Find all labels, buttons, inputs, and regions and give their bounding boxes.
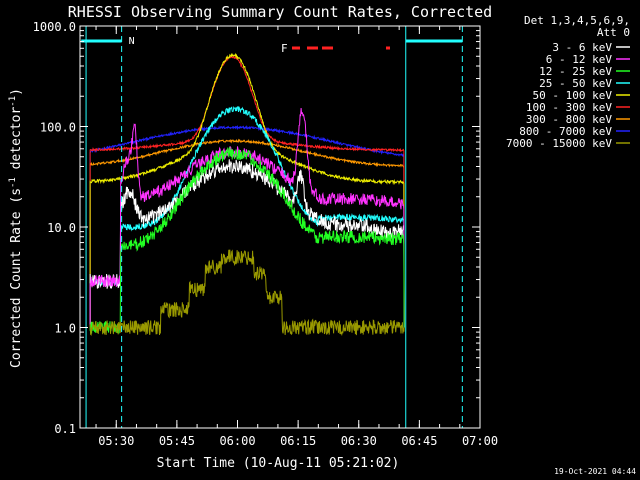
series-line bbox=[89, 105, 405, 328]
flare-flag-label: F bbox=[281, 42, 288, 55]
series-line bbox=[89, 249, 405, 337]
legend-entry: 7000 - 15000 keV bbox=[506, 137, 612, 150]
chart-title: RHESSI Observing Summary Count Rates, Co… bbox=[68, 3, 492, 21]
series-layer bbox=[89, 52, 405, 337]
x-tick-label: 06:45 bbox=[401, 434, 437, 448]
legend-attenuator: Att 0 bbox=[597, 26, 630, 39]
x-axis-label: Start Time (10-Aug-11 05:21:02) bbox=[157, 456, 400, 471]
legend-entry: 800 - 7000 keV bbox=[519, 125, 612, 138]
series-line bbox=[89, 147, 405, 334]
legend-entry: 100 - 300 keV bbox=[526, 101, 612, 114]
legend-entry: 25 - 50 keV bbox=[539, 77, 612, 90]
night-flag-label: N bbox=[129, 36, 135, 47]
legend-entry: 12 - 25 keV bbox=[539, 65, 612, 78]
legend-entry: 6 - 12 keV bbox=[546, 53, 613, 66]
series-line bbox=[89, 138, 405, 328]
y-tick-label: 100.0 bbox=[40, 121, 76, 135]
y-tick-label: 1000.0 bbox=[33, 20, 76, 34]
y-tick-label: 1.0 bbox=[54, 322, 76, 336]
footer-date: 19-Oct-2021 04:44 bbox=[554, 467, 636, 476]
x-tick-label: 06:30 bbox=[341, 434, 377, 448]
series-line bbox=[89, 52, 405, 328]
series-line bbox=[89, 159, 405, 328]
x-tick-label: 06:15 bbox=[280, 434, 316, 448]
legend-entry: 300 - 800 keV bbox=[526, 113, 612, 126]
x-tick-label: 07:00 bbox=[462, 434, 498, 448]
legend-entry: 3 - 6 keV bbox=[552, 41, 612, 54]
y-tick-label: 10.0 bbox=[47, 221, 76, 235]
x-tick-label: 05:45 bbox=[159, 434, 195, 448]
series-line bbox=[89, 124, 405, 328]
y-axis-label: Corrected Count Rate (s-1 detector-1) bbox=[8, 88, 24, 368]
y-tick-label: 0.1 bbox=[54, 422, 76, 436]
x-tick-label: 05:30 bbox=[98, 434, 134, 448]
legend-detectors: Det 1,3,4,5,6,9, bbox=[524, 14, 630, 27]
legend-entry: 50 - 100 keV bbox=[533, 89, 613, 102]
x-tick-label: 06:00 bbox=[219, 434, 255, 448]
series-line bbox=[89, 54, 405, 328]
axis-layer: 0.1 1.0 10.0 100.0 1000.0 05:30 05:45 06:00 06:1… bbox=[33, 20, 498, 448]
